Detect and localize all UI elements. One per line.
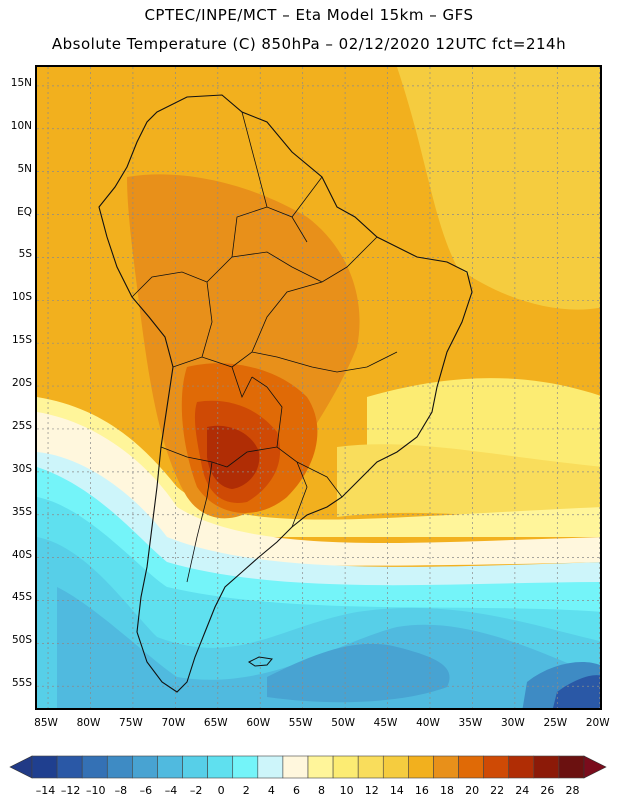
lon-label: 80W	[76, 717, 101, 729]
colorbar-label: –10	[85, 784, 106, 797]
colorbar-label: 8	[318, 784, 326, 797]
lon-label: 35W	[458, 717, 483, 729]
colorbar-label: –4	[164, 784, 178, 797]
lon-label: 55W	[288, 717, 313, 729]
colorbar-swatch	[533, 755, 560, 779]
colorbar-label: 22	[490, 784, 505, 797]
colorbar-swatch	[382, 755, 409, 779]
band-minus4-minus2	[57, 587, 600, 708]
colorbar-swatch	[182, 755, 208, 779]
lat-label: 10S	[11, 291, 32, 304]
lon-label: 50W	[331, 717, 355, 729]
lon-label: 70W	[161, 717, 186, 729]
colorbar-label: –8	[114, 784, 128, 797]
lat-label: 55S	[11, 677, 32, 690]
band-24-26-land	[207, 425, 260, 489]
lat-label: 50S	[11, 634, 32, 647]
colorbar-label: 10	[339, 784, 354, 797]
colorbar-label: –2	[189, 784, 203, 797]
colorbar-swatch	[257, 755, 284, 779]
chart-title: CPTEC/INPE/MCT – Eta Model 15km – GFS	[144, 6, 474, 24]
band-minus6-minus4	[267, 643, 450, 703]
falkland-islands	[248, 656, 273, 667]
band-warm-atlantic-north	[397, 67, 600, 310]
map-canvas	[37, 67, 600, 708]
colorbar-swatch	[458, 755, 484, 779]
band-minus12-minus10	[553, 675, 600, 708]
lat-label: 10N	[10, 119, 32, 132]
colorbar-swatch	[483, 755, 510, 779]
colorbar-label: 6	[292, 784, 300, 797]
colorbar-swatch	[106, 755, 133, 779]
lon-label: 30W	[501, 717, 525, 729]
lon-label: 45W	[373, 717, 398, 729]
colorbar-swatch	[282, 755, 309, 779]
colorbar	[9, 755, 607, 779]
band-2-4	[37, 467, 600, 627]
colorbar-swatch	[56, 755, 83, 779]
colorbar-under-arrow	[9, 755, 33, 779]
lon-label: 75W	[119, 717, 143, 729]
colorbar-label: 18	[440, 784, 454, 797]
lat-label: 15S	[11, 334, 32, 347]
lat-label: 30S	[11, 462, 32, 475]
lat-label: 5S	[18, 248, 32, 261]
lon-label: 20W	[585, 717, 610, 729]
colorbar-swatch	[508, 755, 535, 779]
lat-label: 25S	[11, 419, 32, 432]
colorbar-swatch	[307, 755, 334, 779]
country-borders	[131, 111, 398, 583]
colorbar-label: 14	[389, 784, 404, 797]
colorbar-label: 12	[364, 784, 379, 797]
colorbar-label: 20	[465, 784, 480, 797]
lon-label: 65W	[203, 717, 228, 729]
colorbar-swatch	[31, 755, 58, 779]
lat-label: 45S	[11, 591, 32, 604]
temperature-map[interactable]	[35, 65, 602, 710]
colorbar-label: 28	[565, 784, 580, 797]
lon-label: 25W	[543, 717, 568, 729]
colorbar-over-arrow	[583, 755, 607, 779]
colorbar-label: –6	[139, 784, 153, 797]
colorbar-swatch	[207, 755, 234, 779]
colorbar-label: 2	[242, 784, 250, 797]
colorbar-label: 0	[217, 784, 225, 797]
colorbar-swatch	[408, 755, 434, 779]
lat-label: 40S	[11, 548, 32, 561]
lat-label: 20S	[11, 377, 32, 390]
lat-label: 5N	[17, 162, 32, 175]
band-12-14-atlantic	[337, 444, 600, 527]
colorbar-label: 4	[267, 784, 275, 797]
colorbar-label: –12	[60, 784, 81, 797]
colorbar-label: –14	[35, 784, 56, 797]
band-4-6	[37, 452, 600, 592]
colorbar-swatch	[332, 755, 359, 779]
colorbar-label: 16	[414, 784, 429, 797]
colorbar-swatch	[558, 755, 585, 779]
lon-label: 60W	[246, 717, 271, 729]
band-8-10	[37, 397, 600, 538]
band-6-8	[37, 412, 600, 566]
colorbar-swatch	[232, 755, 259, 779]
lat-label: 15N	[10, 76, 32, 89]
colorbar-label: 26	[540, 784, 555, 797]
colorbar-swatch	[81, 755, 108, 779]
lon-label: 85W	[34, 717, 58, 729]
lon-label: 40W	[416, 717, 440, 729]
lat-label: 35S	[11, 505, 32, 518]
colorbar-swatch	[433, 755, 459, 779]
lat-label: EQ	[17, 205, 32, 218]
chart-subtitle: Absolute Temperature (C) 850hPa – 02/12/…	[51, 35, 567, 53]
colorbar-swatch	[357, 755, 384, 779]
colorbar-label: 24	[515, 784, 530, 797]
south-america-coastline	[98, 94, 473, 693]
colorbar-swatch	[157, 755, 183, 779]
colorbar-swatch	[132, 755, 158, 779]
